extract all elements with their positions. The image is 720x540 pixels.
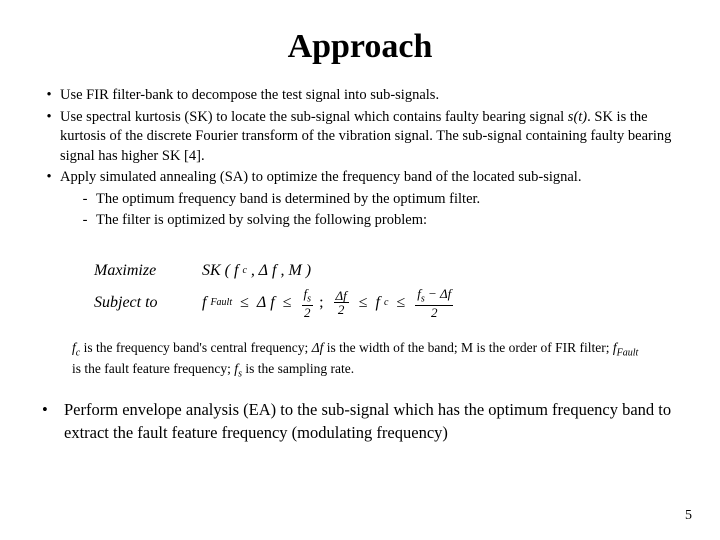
maximize-expr: SK ( fc , Δf , M ) bbox=[202, 255, 311, 287]
bullet-text: Use FIR filter-bank to decompose the tes… bbox=[60, 86, 682, 106]
bullet-marker: - bbox=[74, 190, 96, 210]
sub-bullet-item: - The optimum frequency band is determin… bbox=[74, 190, 682, 210]
bottom-bullet: • Perform envelope analysis (EA) to the … bbox=[38, 399, 682, 444]
slide-title: Approach bbox=[38, 28, 682, 66]
bullet-text: The filter is optimized by solving the f… bbox=[96, 211, 682, 231]
bullet-marker: • bbox=[38, 108, 60, 167]
bullet-list: • Use FIR filter-bank to decompose the t… bbox=[38, 86, 682, 231]
bullet-item: • Use FIR filter-bank to decompose the t… bbox=[38, 86, 682, 106]
bullet-marker: • bbox=[38, 86, 60, 106]
note-text: is the frequency band's central frequenc… bbox=[80, 340, 311, 355]
note-text: is the fault feature frequency; bbox=[72, 361, 234, 376]
bullet-item: • Use spectral kurtosis (SK) to locate t… bbox=[38, 108, 682, 167]
bullet-marker: - bbox=[74, 211, 96, 231]
constraint-expr: fFault ≤ Δf ≤ fs2 ; Δf2 ≤ fc ≤ fs − Δf2 bbox=[202, 287, 455, 319]
bullet-marker: • bbox=[38, 399, 64, 444]
bullet-text: Perform envelope analysis (EA) to the su… bbox=[64, 399, 682, 444]
optimization-formula: Maximize SK ( fc , Δf , M ) Subject to f… bbox=[94, 255, 682, 319]
note-text: is the sampling rate. bbox=[242, 361, 354, 376]
variable-definitions: fc is the frequency band's central frequ… bbox=[72, 339, 648, 381]
bullet-text: The optimum frequency band is determined… bbox=[96, 190, 682, 210]
bullet-item: • Apply simulated annealing (SA) to opti… bbox=[38, 168, 682, 188]
sub-bullet-item: - The filter is optimized by solving the… bbox=[74, 211, 682, 231]
subject-label: Subject to bbox=[94, 287, 180, 319]
note-text: is the width of the band; M is the order… bbox=[323, 340, 612, 355]
bullet-marker: • bbox=[38, 168, 60, 188]
page-number: 5 bbox=[685, 508, 692, 524]
subject-to-row: Subject to fFault ≤ Δf ≤ fs2 ; Δf2 ≤ fc … bbox=[94, 287, 682, 319]
maximize-row: Maximize SK ( fc , Δf , M ) bbox=[94, 255, 682, 287]
bullet-text: Apply simulated annealing (SA) to optimi… bbox=[60, 168, 682, 188]
bullet-text: Use spectral kurtosis (SK) to locate the… bbox=[60, 108, 682, 167]
maximize-label: Maximize bbox=[94, 255, 180, 287]
